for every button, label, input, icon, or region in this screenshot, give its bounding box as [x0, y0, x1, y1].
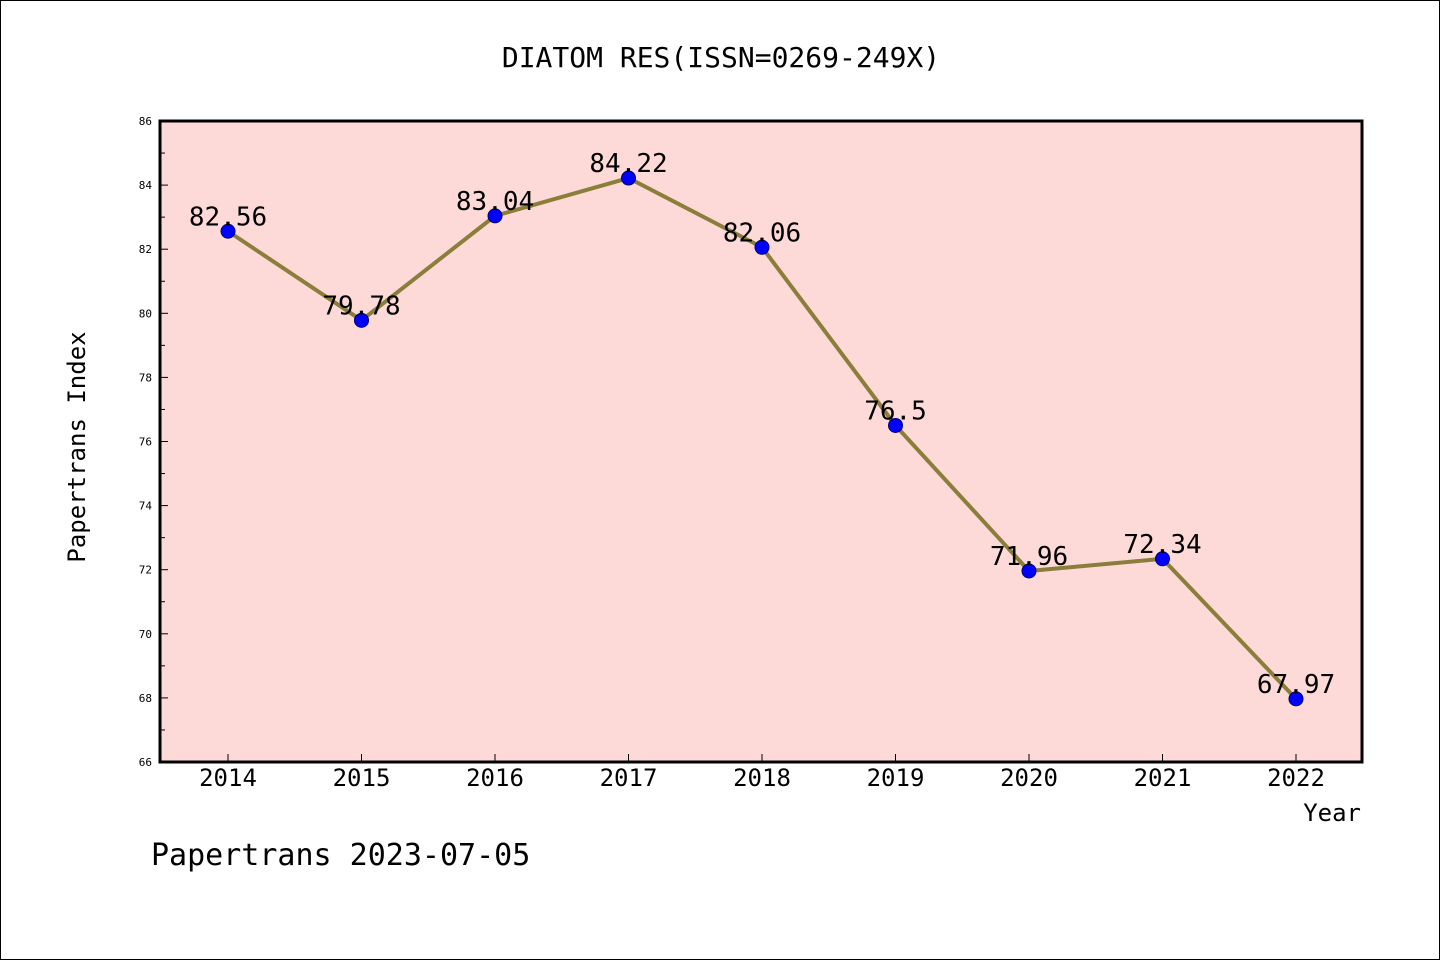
data-label: 76.5: [864, 396, 927, 426]
data-label: 82.56: [189, 202, 267, 232]
data-label: 67.97: [1257, 670, 1335, 700]
x-tick-label: 2022: [1267, 764, 1325, 792]
x-tick-label: 2014: [199, 764, 257, 792]
data-point: [888, 417, 903, 433]
data-labels: 82.56 79.78 83.04 84.22 82.06 76.5 71.96 72.34 6…: [189, 149, 1335, 700]
series-markers: [220, 170, 1304, 707]
chart-title: DIATOM RES(ISSN=0269-249X): [502, 41, 940, 74]
data-point: [1021, 563, 1037, 579]
y-tick-label: 80: [139, 307, 152, 320]
y-tick-label: 76: [139, 436, 152, 449]
footer-text: Papertrans 2023-07-05: [151, 838, 530, 873]
y-tick-label: 86: [139, 115, 152, 128]
data-point: [621, 170, 636, 186]
x-tick-label: 2020: [1000, 764, 1058, 792]
data-point: [1155, 551, 1170, 567]
x-axis-label: Year: [1303, 799, 1361, 827]
y-tick-label: 66: [139, 756, 152, 769]
data-label: 79.78: [322, 291, 400, 321]
y-tick-label: 84: [139, 179, 153, 192]
x-axis-ticks: 2014 2015 2016 2017 2018 2019 2020 2021 2022: [199, 754, 1325, 792]
x-tick-label: 2017: [600, 764, 658, 792]
data-point: [220, 223, 236, 239]
x-tick-label: 2019: [867, 764, 925, 792]
y-tick-label: 78: [139, 371, 152, 384]
y-axis-ticks: 66 68 70 72 74 76 78 80 82 84 86: [139, 115, 168, 769]
x-tick-label: 2018: [733, 764, 791, 792]
y-tick-label: 82: [139, 243, 152, 256]
x-tick-label: 2015: [333, 764, 391, 792]
data-point: [1288, 691, 1304, 707]
y-tick-label: 68: [139, 692, 152, 705]
data-point: [487, 208, 503, 224]
data-point: [354, 312, 369, 328]
data-label: 82.06: [723, 218, 801, 248]
data-label: 72.34: [1123, 530, 1201, 560]
x-tick-label: 2021: [1134, 764, 1192, 792]
y-axis-label: Papertrans Index: [63, 331, 91, 562]
y-tick-label: 70: [139, 628, 152, 641]
y-tick-label: 74: [139, 500, 153, 513]
data-label: 84.22: [589, 149, 667, 179]
plot-area: [160, 121, 1362, 762]
x-tick-label: 2016: [466, 764, 524, 792]
data-point: [754, 239, 770, 255]
plot-border: [158, 119, 1364, 764]
y-tick-label: 72: [139, 564, 152, 577]
data-label: 71.96: [990, 542, 1068, 572]
data-label: 83.04: [456, 187, 534, 217]
